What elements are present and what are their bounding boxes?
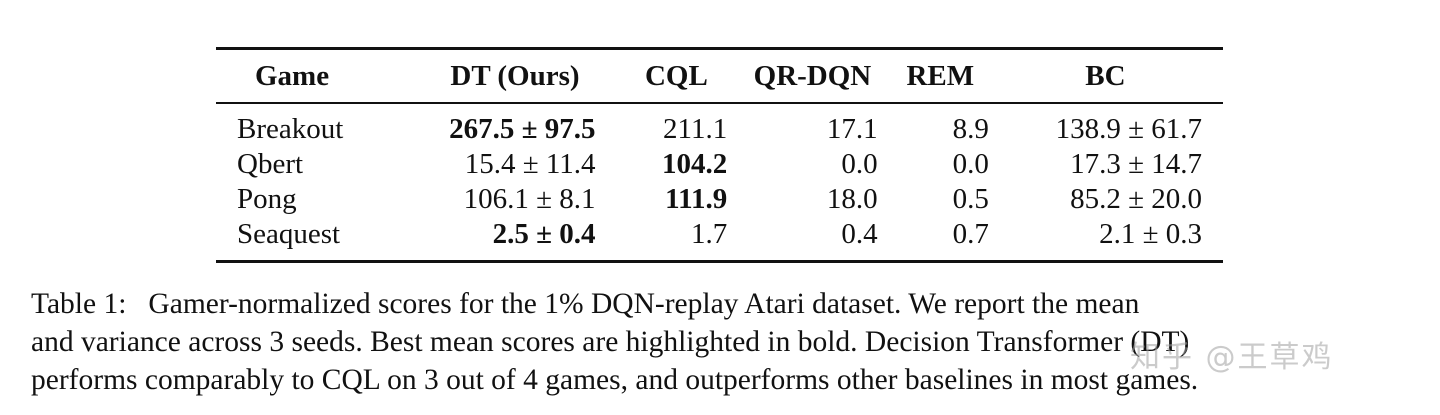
cell-game: Seaquest <box>237 218 341 250</box>
results-table: Game DT (Ours) CQL QR-DQN REM BC Breakou… <box>216 47 1223 263</box>
cell-rem: 0.0 <box>952 148 989 180</box>
cell-dt: 15.4 ± 11.4 <box>464 148 596 180</box>
cell-qrdqn: 17.1 <box>826 113 878 145</box>
cell-bc: 85.2 ± 20.0 <box>1070 183 1202 215</box>
cell-bc: 138.9 ± 61.7 <box>1055 113 1202 145</box>
cell-cql: 1.7 <box>690 218 728 250</box>
table-row: Seaquest 2.5 ± 0.4 1.7 0.4 0.7 2.1 ± 0.3 <box>216 217 1223 262</box>
table-header: Game DT (Ours) CQL QR-DQN REM BC <box>216 48 1223 103</box>
cell-dt: 2.5 ± 0.4 <box>492 218 596 250</box>
cell-game: Pong <box>237 183 297 215</box>
header-cql: CQL <box>644 59 708 92</box>
cell-rem: 0.5 <box>952 183 989 215</box>
cell-cql: 104.2 <box>661 148 728 180</box>
cell-bc: 2.1 ± 0.3 <box>1099 218 1202 250</box>
table-caption: Table 1: Gamer-normalized scores for the … <box>31 285 1415 399</box>
cell-dt: 106.1 ± 8.1 <box>463 183 596 215</box>
table-row: Pong 106.1 ± 8.1 111.9 18.0 0.5 85.2 ± 2… <box>216 182 1223 217</box>
header-dt: DT (Ours) <box>450 59 580 92</box>
cell-rem: 8.9 <box>952 113 989 145</box>
header-game: Game <box>255 59 330 92</box>
caption-label: Table 1: <box>31 288 127 320</box>
cell-game: Qbert <box>237 148 304 180</box>
cell-qrdqn: 18.0 <box>826 183 878 215</box>
header-qrdqn: QR-DQN <box>753 59 872 92</box>
results-table-container: Game DT (Ours) CQL QR-DQN REM BC Breakou… <box>216 47 1223 263</box>
cell-game: Breakout <box>237 113 344 145</box>
caption-line-3: performs comparably to CQL on 3 out of 4… <box>31 364 1199 396</box>
caption-line-2: and variance across 3 seeds. Best mean s… <box>31 326 1190 358</box>
header-row: Game DT (Ours) CQL QR-DQN REM BC <box>216 48 1223 103</box>
cell-dt: 267.5 ± 97.5 <box>449 113 596 145</box>
cell-rem: 0.7 <box>952 218 989 250</box>
header-rem: REM <box>906 59 975 92</box>
watermark: 知乎 @王草鸡 <box>1130 340 1334 375</box>
table-row: Qbert 15.4 ± 11.4 104.2 0.0 0.0 17.3 ± 1… <box>216 147 1223 182</box>
cell-qrdqn: 0.0 <box>841 148 878 180</box>
table-body: Breakout 267.5 ± 97.5 211.1 17.1 8.9 138… <box>216 103 1223 262</box>
cell-cql: 111.9 <box>665 183 728 215</box>
cell-cql: 211.1 <box>663 113 728 145</box>
header-bc: BC <box>1085 59 1126 92</box>
caption-text-1: Gamer-normalized scores for the 1% DQN-r… <box>148 288 1140 320</box>
cell-qrdqn: 0.4 <box>841 218 878 250</box>
cell-bc: 17.3 ± 14.7 <box>1070 148 1202 180</box>
caption-line-1: Table 1: Gamer-normalized scores for the … <box>31 285 1415 323</box>
table-row: Breakout 267.5 ± 97.5 211.1 17.1 8.9 138… <box>216 103 1223 147</box>
